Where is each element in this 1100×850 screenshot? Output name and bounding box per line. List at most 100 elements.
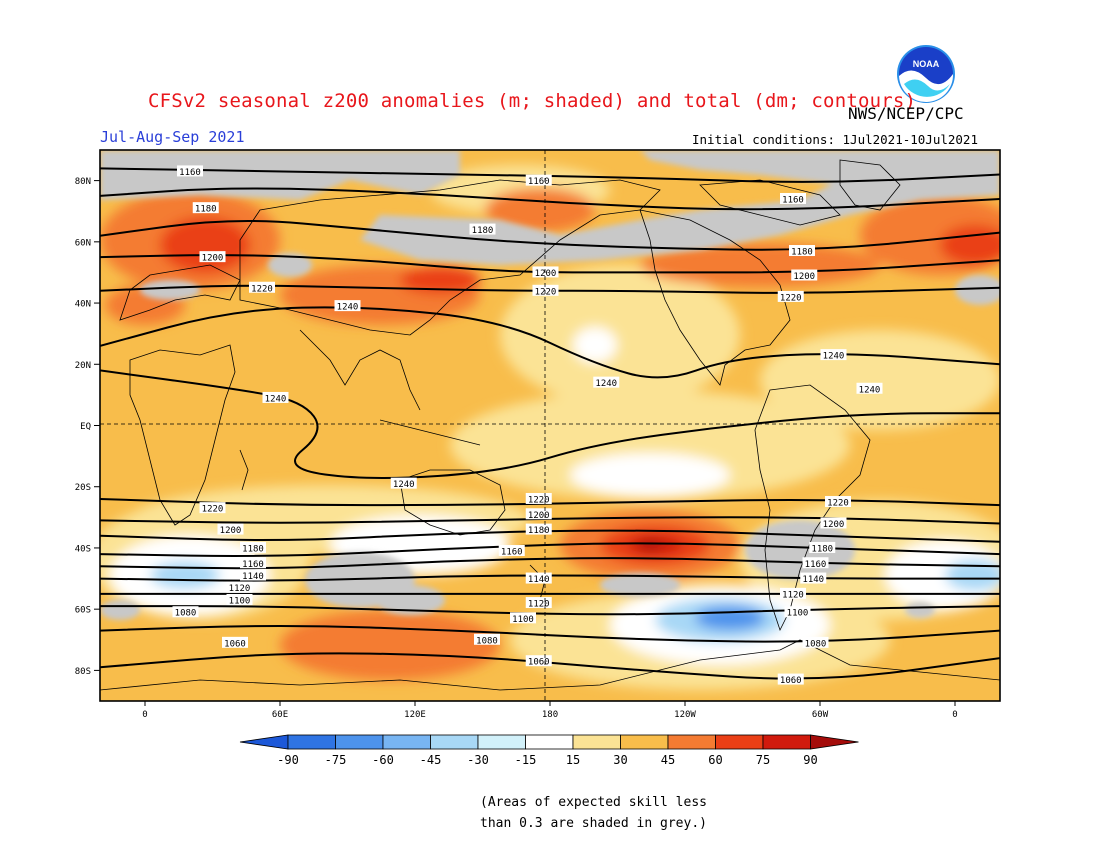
colorbar-label: -45 [420,753,442,767]
colorbar-swatch [572,734,621,750]
contour-label-box [199,251,226,263]
contour-label-box [525,597,552,609]
contour-label: 1220 [528,495,550,505]
contour-label: 1060 [780,676,802,686]
contour-label: 1200 [535,269,557,279]
shaded-anomalies [100,150,1000,701]
lat-tick-label: 60N [75,238,91,248]
contour-label: 1240 [595,379,617,389]
contour-label: 1180 [811,544,833,554]
contour-label-box [226,581,253,593]
contour-label-box [825,496,851,508]
contour-line [100,557,1000,570]
contour-labels: 1160 1160 1160 1180 1180 1180 1200 1200 1200 1220… [172,165,883,686]
lat-tick-label: 20S [75,483,91,493]
contour-label-box [172,606,199,618]
colorbar-swatch [382,734,431,750]
colorbar-label: -30 [467,753,489,767]
lat-tick-label: EQ [80,422,91,432]
contour-line [100,574,1000,582]
contour-label-box [177,165,203,177]
contour-label-box [390,477,417,489]
colorbar-label: -15 [515,753,537,767]
colorbar-label: 30 [613,753,627,767]
contour-line [100,254,1000,274]
contour-label-box [240,541,266,553]
contour-label: 1160 [179,168,201,178]
contour-label: 1200 [823,520,845,530]
contour-label-box [469,223,496,235]
colorbar-label: 90 [803,753,817,767]
logo-text: NOAA [913,59,940,69]
contour-label-box [334,300,361,312]
contour-label-box [249,281,275,293]
lon-tick-label: 60E [272,710,288,720]
contour-label-box [809,541,836,553]
lat-tick-label: 60S [75,606,91,616]
colorbar: -90 -75 -60 -45 -30 -15 15 30 45 60 75 90 [239,734,859,767]
contour-label: 1100 [229,596,251,606]
contour-label-box [791,269,818,281]
contour-label: 1180 [528,526,550,536]
contour-label-box [498,545,525,557]
contour-label-box [777,673,804,685]
lon-tick-label: 180 [542,710,558,720]
contour-label: 1200 [528,511,550,521]
colorbar-label: 60 [708,753,722,767]
lon-tick-label: 0 [142,710,147,720]
contour-label-box [593,376,620,388]
colorbar-swatch [762,734,811,750]
footnote-line-1: (Areas of expected skill less [480,795,707,810]
contour-label: 1200 [202,254,224,264]
contour-line [100,625,1000,643]
contour-label: 1160 [782,195,804,205]
contour-label-box [525,174,552,186]
contour-label-box [192,202,219,214]
lat-tick-label: 20N [75,361,91,371]
chart-title: CFSv2 seasonal z200 anomalies (m; shaded… [148,90,917,112]
contour-label: 1220 [780,293,802,303]
contour-label-box [525,655,552,667]
contour-label-box [525,508,552,520]
colorbar-arrow-left [239,734,289,750]
contour-line [100,605,1000,616]
contour-label: 1200 [220,526,242,536]
contour-label-box [800,572,827,584]
contour-label-box [532,266,559,278]
contour-label: 1160 [805,560,827,570]
contour-label-box [820,517,847,529]
contour-line [100,284,1000,294]
contour-label: 1080 [805,639,827,649]
lon-tick-label: 0 [952,710,957,720]
latitude-axis: 80N 60N 40N 20N EQ 20S 40S 60S 80S [75,177,100,677]
colorbar-label: -90 [277,753,299,767]
contour-label-box [474,633,500,645]
contour-label: 1220 [202,505,224,515]
contour-label: 1160 [501,548,523,558]
colorbar-swatch [430,734,479,750]
contour-label: 1240 [859,385,881,395]
contour-label: 1120 [528,600,550,610]
footnote: (Areas of expected skill less than 0.3 a… [480,792,707,834]
colorbar-swatch [667,734,716,750]
contour-label: 1180 [472,226,494,236]
contour-label: 1100 [512,615,534,625]
colorbar-swatch [715,734,764,750]
contour-label-box [199,502,226,514]
agency-label: NWS/NCEP/CPC [848,104,964,123]
contour-label: 1220 [827,499,849,509]
footnote-line-2: than 0.3 are shaded in grey.) [480,816,707,831]
season-label: Jul-Aug-Sep 2021 [100,128,245,146]
contour-label-box [802,557,829,569]
contour-label-box [784,606,811,618]
contour-label: 1100 [787,609,809,619]
colorbar-label: 75 [756,753,770,767]
contour-label: 1240 [393,480,415,490]
colorbar-label: 15 [566,753,580,767]
contour-line [100,516,1000,525]
colorbar-swatch [335,734,384,750]
colorbar-swatch [287,734,336,750]
contour-line [100,187,1000,211]
colorbar-label: -75 [325,753,347,767]
contour-label: 1160 [242,560,264,570]
